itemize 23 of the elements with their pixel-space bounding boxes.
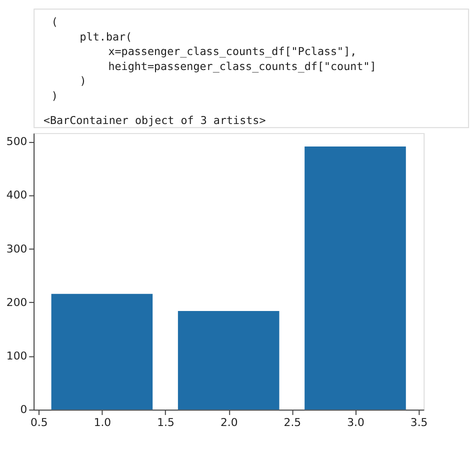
x-tick-label: 1.5 (157, 416, 174, 429)
y-tick-label: 500 (6, 135, 28, 148)
x-tick-label: 2.5 (284, 416, 302, 429)
bar (51, 294, 153, 410)
x-tick-label: 3.0 (347, 416, 364, 429)
text: height=passenger_class_counts_df["count"] (108, 60, 376, 73)
x-tick-label: 3.5 (410, 416, 428, 429)
y-tick-label: 400 (6, 188, 28, 202)
x-tick-label: 2.0 (220, 416, 238, 429)
y-tick-label: 200 (6, 296, 28, 309)
text: ) (51, 90, 58, 102)
text: plt.bar( (80, 30, 132, 44)
bar (304, 146, 406, 410)
text: x=passenger_class_counts_df["Pclass"], (108, 45, 357, 58)
y-tick-label: 0 (20, 403, 28, 416)
y-tick-label: 300 (6, 242, 28, 256)
bar (178, 310, 280, 410)
text: ( (51, 15, 58, 28)
x-tick-label: 1.0 (94, 416, 112, 429)
text: <BarContainer object of 3 artists> (43, 114, 266, 128)
y-tick-label: 100 (6, 349, 28, 362)
x-tick-label: 0.5 (30, 416, 48, 429)
text: ) (80, 74, 86, 88)
